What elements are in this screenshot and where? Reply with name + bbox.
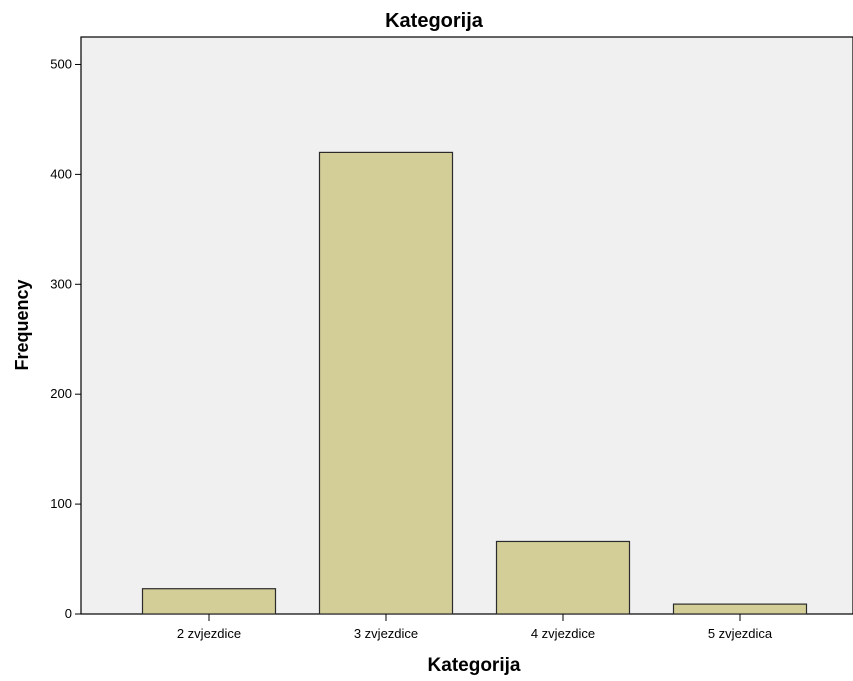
- y-tick-label: 0: [65, 606, 72, 621]
- bar-3-zvjezdice: [318, 151, 454, 615]
- y-tick-label: 100: [50, 496, 72, 511]
- x-axis: 2 zvjezdice 3 zvjezdice 4 zvjezdice 5 zvjez…: [177, 614, 773, 641]
- bar-5-zvjezdica: [672, 603, 808, 615]
- y-tick-label: 500: [50, 56, 72, 71]
- plot-area: [80, 36, 853, 615]
- chart-title: Kategorija: [385, 10, 484, 32]
- x-tick-label: 2 zvjezdice: [177, 626, 241, 641]
- bar-4-zvjezdice: [495, 540, 631, 615]
- bar-2-zvjezdice: [141, 588, 277, 615]
- y-tick-label: 200: [50, 386, 72, 401]
- y-tick-label: 400: [50, 166, 72, 181]
- x-axis-label: Kategorija: [428, 655, 521, 676]
- bars-layer: [141, 151, 808, 615]
- y-axis: 0 100 200 300 400 500: [50, 56, 81, 621]
- x-tick-label: 5 zvjezdica: [708, 626, 773, 641]
- x-tick-label: 3 zvjezdice: [354, 626, 418, 641]
- y-tick-label: 300: [50, 276, 72, 291]
- x-tick-label: 4 zvjezdice: [531, 626, 595, 641]
- y-axis-label: Frequency: [12, 279, 32, 370]
